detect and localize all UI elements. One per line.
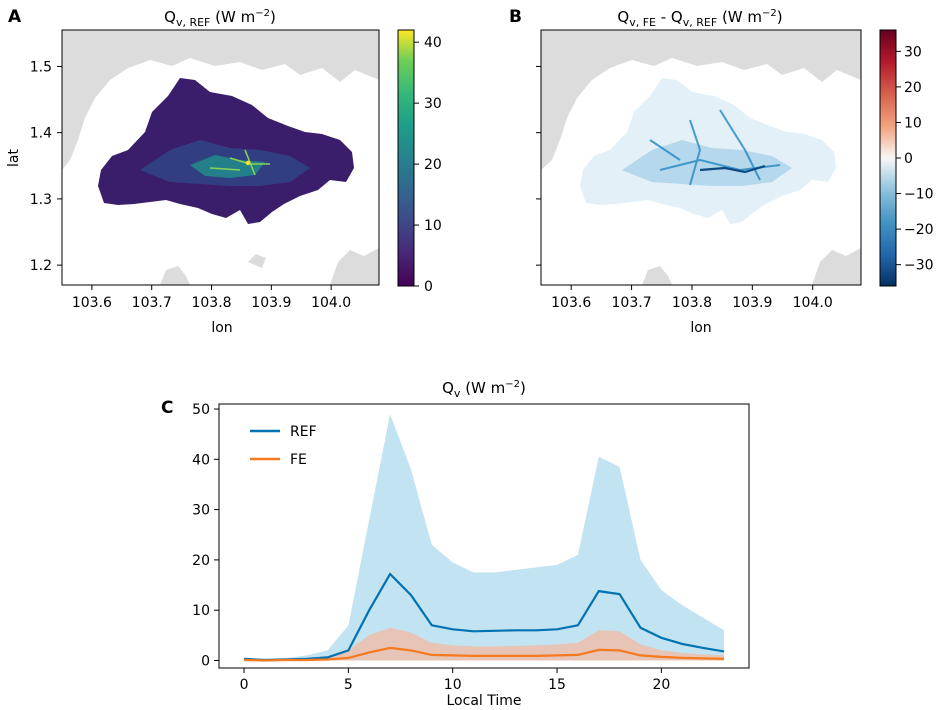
panel-c-title-main: Q <box>442 379 454 397</box>
panel-b-colorbar-tick-label: 0 <box>904 151 913 167</box>
panel-c-xlabel: Local Time <box>447 693 522 709</box>
panel-c-xtick-label: 10 <box>444 677 462 693</box>
panel-a-xtick-label: 104.0 <box>311 295 351 311</box>
panel-b-colorbar <box>879 29 897 287</box>
panel-b-letter: B <box>509 7 522 27</box>
panel-a-ytick-label: 1.3 <box>30 192 52 208</box>
panel-a-colorbar-tick-label: 30 <box>424 96 442 112</box>
panel-a: A Qv, REF (W m−2) 103.6 103.7 103.8 103.9 10… <box>6 7 442 336</box>
panel-a-ytick-label: 1.5 <box>30 59 52 75</box>
panel-b-title-mid: - Q <box>656 8 683 26</box>
panel-a-land-island-se <box>330 248 379 285</box>
panel-c-legend: REF FE <box>250 424 317 468</box>
panel-a-title-unit: (W m <box>210 8 255 26</box>
line-fe <box>243 646 725 662</box>
legend-ref-label: REF <box>290 424 317 440</box>
panel-a-xlabel: lon <box>211 320 232 336</box>
panel-a-ylabel: lat <box>6 149 22 167</box>
panel-b-map <box>541 30 861 285</box>
panel-a-letter: A <box>8 7 22 27</box>
panel-b-xtick-label: 103.8 <box>672 295 712 311</box>
panel-c-xtick-label: 15 <box>548 677 566 693</box>
panel-a-ytick-label: 1.4 <box>30 126 52 142</box>
panel-c-title-close: ) <box>520 379 526 397</box>
panel-c-title-sub: v <box>454 387 461 400</box>
panel-b-colorbar-tick-label: 10 <box>904 115 922 131</box>
panel-b-colorbar-tick-label: −20 <box>904 222 934 238</box>
panel-a-data-peak <box>245 160 251 166</box>
panel-c-plot: 0 5 10 15 20 50 40 30 20 10 0 <box>192 402 725 693</box>
panel-a-land-island-s <box>160 266 190 285</box>
panel-a-colorbar-tick-label: 40 <box>424 35 442 51</box>
panel-a-colorbar-tick-label: 20 <box>424 157 442 173</box>
panel-a-data-hot <box>190 155 265 178</box>
panel-a-title-main: Q <box>164 8 176 26</box>
panel-a-axes: 103.6 103.7 103.8 103.9 104.0 1.5 1.4 1.3 1.2 <box>30 59 351 311</box>
panel-b-colorbar-tick-label: 20 <box>904 80 922 96</box>
panel-b-data-strongest <box>699 164 766 174</box>
panel-c-ytick-label: 20 <box>192 553 210 569</box>
panel-c-xtick-label: 5 <box>344 677 353 693</box>
legend-fe-label: FE <box>290 452 307 468</box>
panel-c-ytick-label: 50 <box>192 402 210 418</box>
panel-c-ytick-label: 30 <box>192 503 210 519</box>
panel-b-title-unit: (W m <box>717 8 762 26</box>
panel-c-title-exp: −2 <box>505 379 520 390</box>
panel-b-title-sub2: v, REF <box>683 16 717 29</box>
panel-a-xtick-label: 103.6 <box>72 295 112 311</box>
panel-c-xtick-label: 20 <box>652 677 670 693</box>
panel-a-colorbar-tick-label: 0 <box>424 279 433 295</box>
panel-a-xtick-label: 103.7 <box>132 295 172 311</box>
panel-b-xtick-label: 104.0 <box>793 295 833 311</box>
panel-a-frame <box>61 29 380 286</box>
panel-b-land-island-s <box>642 266 672 285</box>
panel-b-colorbar-tick-label: 30 <box>904 44 922 60</box>
panel-b-data-core <box>622 140 792 186</box>
panel-b-title-exp: −2 <box>762 8 777 19</box>
panel-b-title: Qv, FE - Qv, REF (W m−2) <box>617 8 782 29</box>
panel-b-title-sub1: v, FE <box>629 16 656 29</box>
panel-a-xtick-label: 103.9 <box>251 295 291 311</box>
panel-b-xtick-label: 103.6 <box>551 295 591 311</box>
panel-b-xtick-label: 103.7 <box>612 295 652 311</box>
panel-b-colorbar-tick-label: −30 <box>904 258 934 274</box>
panel-a-colorbar-ticks: 40 30 20 10 0 <box>414 35 442 295</box>
line-ref <box>243 572 725 662</box>
panel-a-land-islet <box>248 254 266 268</box>
panel-a-title-exp: −2 <box>255 8 270 19</box>
panel-a-xtick-label: 103.8 <box>191 295 231 311</box>
panel-b-axes: 103.6 103.7 103.8 103.9 104.0 <box>536 65 833 311</box>
panel-a-map <box>62 30 379 285</box>
panel-c-xtick-label: 0 <box>240 677 249 693</box>
panel-b-xlabel: lon <box>690 320 711 336</box>
panel-b-title-main1: Q <box>617 8 629 26</box>
panel-c-frame <box>218 403 750 669</box>
panel-b-land-north <box>541 30 861 170</box>
panel-c-title: Qv (W m−2) <box>442 379 526 400</box>
panel-b-land-island-se <box>812 248 861 285</box>
panel-a-colorbar-tick-label: 10 <box>424 218 442 234</box>
band-ref <box>244 414 724 661</box>
panel-a-land-north <box>62 30 379 170</box>
panel-c-ytick-label: 0 <box>201 653 210 669</box>
panel-c-title-unit: (W m <box>460 379 505 397</box>
panel-a-ytick-label: 1.2 <box>30 258 52 274</box>
panel-a-title-close: ) <box>270 8 276 26</box>
panel-b-frame <box>540 29 862 286</box>
panel-c-letter: C <box>161 398 173 418</box>
panel-b-title-close: ) <box>777 8 783 26</box>
panel-b-colorbar-tick-label: −10 <box>904 187 934 203</box>
panel-b-data-roads <box>649 109 781 186</box>
panel-b-xtick-label: 103.9 <box>732 295 772 311</box>
band-fe <box>244 627 724 661</box>
panel-b: B Qv, FE - Qv, REF (W m−2) 103.6 103.7 103… <box>509 7 934 336</box>
panel-a-title-sub: v, REF <box>176 16 210 29</box>
panel-b-colorbar-ticks: 30 20 10 0 −10 −20 −30 <box>896 44 934 274</box>
panel-a-colorbar <box>397 29 415 287</box>
panel-c-ytick-label: 40 <box>192 452 210 468</box>
panel-c-ytick-label: 10 <box>192 603 210 619</box>
panel-a-title: Qv, REF (W m−2) <box>164 8 276 29</box>
